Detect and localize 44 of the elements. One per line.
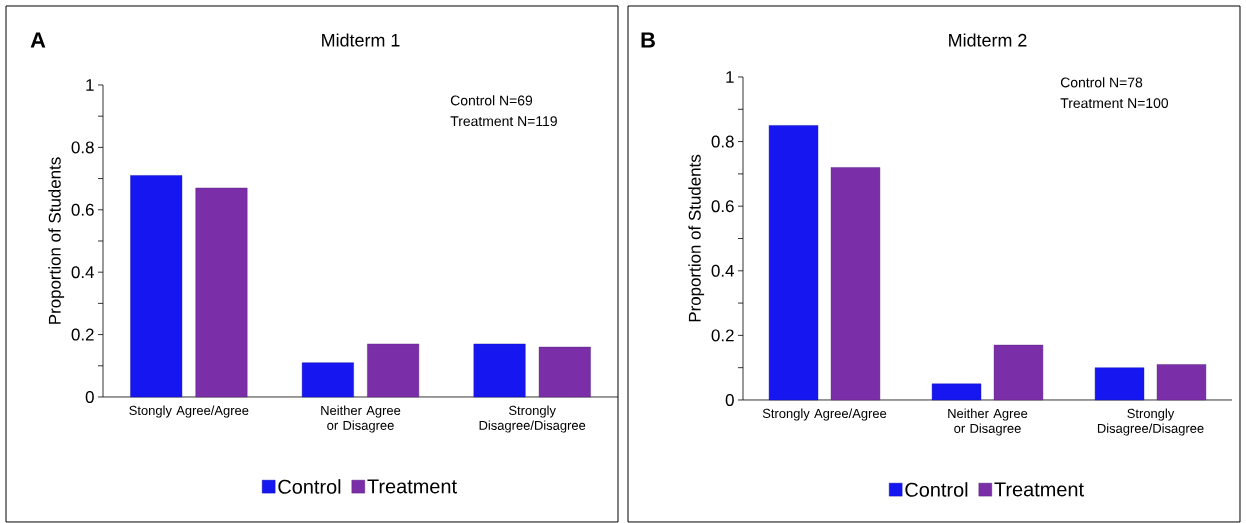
y-tick-label: 0.8 (711, 135, 734, 148)
annotation: Control N=78 (1060, 77, 1143, 88)
y-tick-label: 0.6 (71, 203, 94, 216)
bar (367, 343, 420, 398)
legend-label: Treatment (367, 479, 457, 494)
x-tick-label: Strongly Agree/Agree (762, 408, 887, 421)
text: A (30, 32, 46, 48)
chart-title: Midterm 1 (322, 33, 400, 47)
bar (830, 167, 881, 401)
legend-label: Treatment (994, 482, 1084, 497)
bar (768, 125, 819, 401)
y-tick-label: 0 (725, 393, 734, 406)
x-tick-label: Strongly Disagree/Disagree (1097, 408, 1204, 436)
x-tick-label: Neither Agree or Disagree (321, 405, 401, 433)
y-tick-label: 0.2 (71, 328, 94, 341)
annotation: Treatment N=100 (1060, 98, 1169, 109)
y-tick-label: 1 (726, 71, 734, 83)
chart-title: Midterm 2 (949, 33, 1027, 47)
bar (1156, 364, 1207, 401)
y-axis-title: Proportion of Students (688, 154, 705, 322)
x-tick-label: Neither Agree or Disagree (948, 408, 1028, 436)
y-tick-label: 1 (86, 79, 94, 91)
y-tick-label: 0.6 (711, 200, 734, 213)
bar (473, 343, 526, 398)
legend-label: Control (905, 482, 968, 497)
legend-label: Control (278, 479, 341, 494)
y-axis-title: Proportion of Students (48, 157, 65, 324)
text: B (641, 32, 655, 48)
bar (993, 344, 1044, 401)
y-tick-label: 0.4 (711, 264, 734, 277)
y-tick-label: 0 (85, 390, 94, 403)
bar (1094, 367, 1145, 401)
y-tick-label: 0.8 (71, 141, 94, 154)
x-tick-label: Stongly Agree/Agree (129, 405, 249, 418)
annotation: Control N=69 (450, 95, 533, 106)
bar (301, 362, 354, 398)
bar (931, 383, 982, 401)
bar (130, 175, 183, 398)
y-tick-label: 0.4 (71, 266, 94, 279)
bar (195, 187, 248, 398)
y-tick-label: 0.2 (711, 329, 734, 342)
annotation: Treatment N=119 (450, 116, 557, 127)
x-tick-label: Strongly Disagree/Disagree (479, 405, 586, 433)
bar (538, 346, 591, 398)
